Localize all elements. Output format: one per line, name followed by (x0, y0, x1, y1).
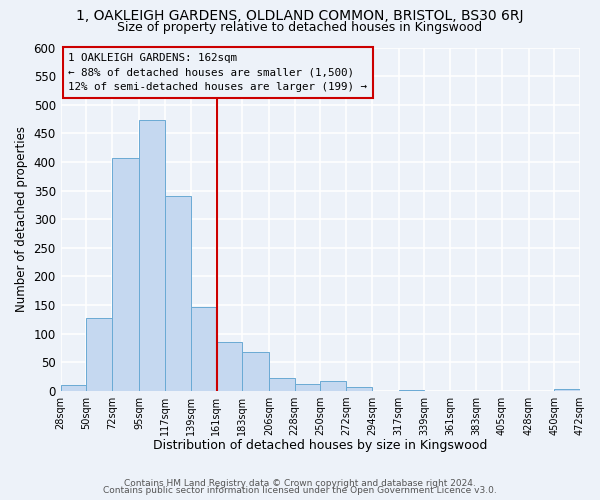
Bar (165, 196, 191, 391)
X-axis label: Distribution of detached houses by size in Kingswood: Distribution of detached houses by size … (153, 440, 488, 452)
Bar (112, 158, 139, 391)
Text: 1 OAKLEIGH GARDENS: 162sqm
← 88% of detached houses are smaller (1,500)
12% of s: 1 OAKLEIGH GARDENS: 162sqm ← 88% of deta… (68, 52, 367, 92)
Bar (86, 318, 112, 391)
Bar (242, 352, 269, 391)
Y-axis label: Number of detached properties: Number of detached properties (15, 126, 28, 312)
Bar (554, 390, 580, 391)
Text: Size of property relative to detached houses in Kingswood: Size of property relative to detached ho… (118, 22, 482, 35)
Bar (139, 120, 165, 391)
Bar (216, 342, 242, 391)
Bar (269, 378, 295, 391)
Bar (61, 385, 86, 391)
Text: 1, OAKLEIGH GARDENS, OLDLAND COMMON, BRISTOL, BS30 6RJ: 1, OAKLEIGH GARDENS, OLDLAND COMMON, BRI… (76, 9, 524, 23)
Bar (295, 384, 320, 391)
Bar (399, 390, 424, 391)
Bar (346, 387, 372, 391)
Text: Contains HM Land Registry data © Crown copyright and database right 2024.: Contains HM Land Registry data © Crown c… (124, 478, 476, 488)
Bar (320, 380, 346, 391)
Bar (191, 307, 216, 391)
Text: Contains public sector information licensed under the Open Government Licence v3: Contains public sector information licen… (103, 486, 497, 495)
